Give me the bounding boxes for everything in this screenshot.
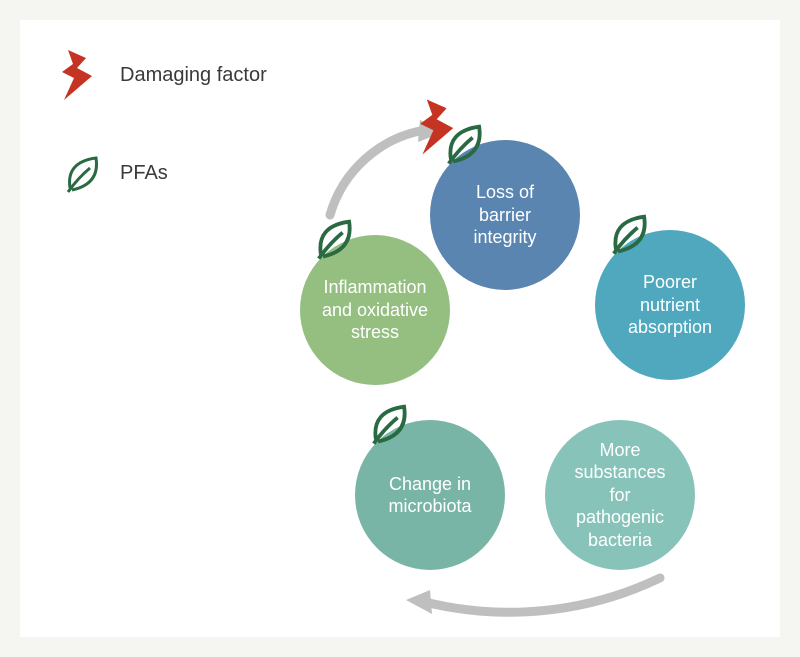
cycle-node-inflam: Inflammationand oxidativestress (300, 235, 450, 385)
cycle-node-label: Change inmicrobiota (388, 473, 471, 518)
cycle-node-label: Poorernutrientabsorption (628, 271, 712, 339)
legend-label-damaging: Damaging factor (120, 64, 267, 87)
leaf-icon (310, 213, 360, 269)
cycle-node-microbiota: Change inmicrobiota (355, 420, 505, 570)
leaf-icon (365, 398, 415, 454)
legend-row-damaging: Damaging factor (60, 50, 267, 100)
diagram-canvas: Damaging factor PFAs Loss ofbarrierinteg… (20, 20, 780, 637)
cycle-node-label: Moresubstancesforpathogenicbacteria (574, 439, 665, 552)
cycle-node-pathogenic: Moresubstancesforpathogenicbacteria (545, 420, 695, 570)
cycle-node-label: Loss ofbarrierintegrity (473, 181, 536, 249)
leaf-icon (605, 208, 655, 264)
bolt-icon (418, 98, 462, 162)
cycle-node-nutrient: Poorernutrientabsorption (595, 230, 745, 380)
leaf-icon (60, 150, 120, 196)
bolt-icon (60, 50, 120, 100)
legend-label-pfas: PFAs (120, 162, 168, 185)
cycle-node-label: Inflammationand oxidativestress (322, 276, 428, 344)
cycle-node-barrier: Loss ofbarrierintegrity (430, 140, 580, 290)
legend: Damaging factor PFAs (60, 50, 267, 246)
legend-row-pfas: PFAs (60, 150, 267, 196)
